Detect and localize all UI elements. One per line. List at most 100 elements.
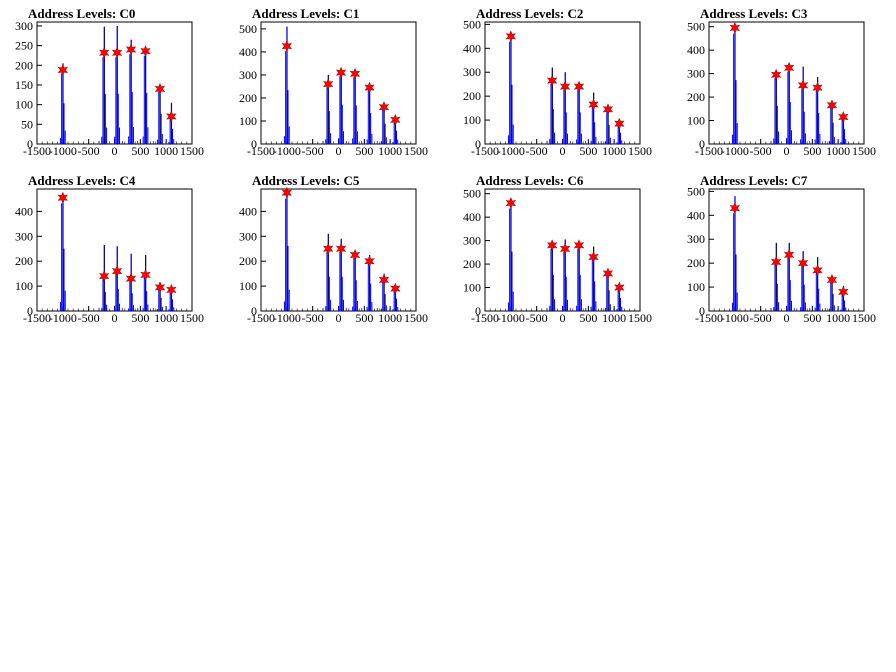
y-tick-label: 300 (463, 234, 481, 248)
y-tick-label: 200 (239, 91, 257, 105)
x-tick-label: 500 (579, 311, 597, 325)
star-marker-icon (838, 110, 849, 124)
star-marker-icon (166, 283, 177, 296)
y-tick-label: 0 (475, 304, 481, 318)
x-tick-label: 1500 (628, 311, 652, 325)
y-tick-label: 0 (699, 137, 705, 151)
y-tick-label: 0 (27, 137, 33, 151)
star-marker-icon (125, 272, 137, 285)
x-tick-label: 500 (803, 311, 821, 325)
x-tick-label: 500 (355, 144, 373, 158)
chart-title: Address Levels: C1 (252, 6, 359, 21)
star-marker-icon (390, 282, 401, 295)
star-marker-icon (770, 68, 782, 81)
y-tick-label: 200 (15, 58, 33, 72)
y-tick-label: 200 (687, 90, 705, 104)
x-tick-label: 1000 (154, 311, 178, 325)
y-tick-label: 500 (239, 22, 257, 36)
star-marker-icon (783, 248, 795, 261)
y-tick-label: 200 (687, 256, 705, 270)
y-tick-label: 500 (687, 184, 705, 198)
star-marker-icon (838, 285, 849, 298)
x-tick-label: 500 (131, 311, 149, 325)
y-tick-label: 100 (463, 113, 481, 127)
y-tick-label: 500 (687, 20, 705, 34)
y-tick-label: 400 (687, 208, 705, 222)
chart-title: Address Levels: C7 (700, 173, 808, 188)
star-marker-icon (166, 110, 177, 123)
x-tick-label: 1000 (154, 144, 178, 158)
star-marker-icon (98, 270, 110, 283)
star-marker-icon (57, 191, 69, 204)
x-tick-label: 0 (336, 311, 342, 325)
star-marker-icon (797, 79, 809, 92)
x-tick-label: -1500 (247, 311, 275, 325)
star-marker-icon (154, 281, 166, 294)
y-tick-label: 100 (15, 98, 33, 112)
star-marker-icon (546, 74, 558, 87)
x-tick-label: 500 (803, 144, 821, 158)
x-tick-label: 1000 (602, 311, 626, 325)
x-tick-label: -500 (78, 311, 100, 325)
y-tick-label: 100 (463, 281, 481, 295)
x-tick-label: 1000 (602, 144, 626, 158)
x-tick-label: 0 (560, 311, 566, 325)
star-marker-icon (729, 202, 741, 215)
star-marker-icon (98, 46, 110, 59)
star-marker-icon (111, 265, 123, 278)
star-marker-icon (57, 63, 69, 77)
histogram-panel: Address Levels: C7-1500-1000 -500 0 500 1000… (687, 173, 876, 325)
x-tick-label: -1500 (695, 311, 723, 325)
star-marker-icon (588, 98, 599, 111)
histogram-panel-grid: Address Levels: C0-1500-1000 -500 0 500 1000… (15, 6, 876, 325)
x-tick-label: 1500 (180, 144, 204, 158)
star-marker-icon (559, 80, 571, 93)
y-tick-label: 300 (239, 68, 257, 82)
x-tick-label: 0 (784, 144, 790, 158)
x-tick-label: -500 (78, 144, 100, 158)
y-tick-label: 0 (699, 304, 705, 318)
star-marker-icon (783, 61, 795, 74)
y-tick-label: 300 (15, 19, 33, 33)
x-tick-label: -1000 (497, 311, 525, 325)
y-tick-label: 500 (463, 187, 481, 201)
x-tick-label: 1500 (628, 144, 652, 158)
star-marker-icon (349, 248, 361, 262)
y-tick-label: 200 (463, 257, 481, 271)
x-tick-label: 0 (784, 311, 790, 325)
histogram-panel: Address Levels: C0-1500-1000 -500 0 500 1000… (15, 6, 204, 158)
star-marker-icon (335, 242, 347, 255)
x-tick-label: -1500 (471, 311, 499, 325)
x-tick-label: -1000 (49, 144, 77, 158)
histogram-panel: Address Levels: C1-1500-1000 -500 0 500 1000… (239, 6, 428, 158)
y-tick-label: 50 (21, 117, 33, 131)
star-marker-icon (812, 264, 823, 277)
star-marker-icon (125, 43, 137, 56)
x-tick-label: -1000 (497, 144, 525, 158)
y-tick-label: 400 (239, 45, 257, 59)
x-tick-label: -500 (302, 311, 324, 325)
star-marker-icon (281, 186, 293, 199)
star-marker-icon (390, 113, 401, 126)
y-tick-label: 400 (463, 41, 481, 55)
star-marker-icon (322, 78, 334, 91)
y-tick-label: 100 (15, 279, 33, 293)
star-marker-icon (111, 46, 123, 59)
star-marker-icon (281, 40, 293, 53)
x-tick-label: 1500 (404, 311, 428, 325)
histogram-panel: Address Levels: C5-1500-1000 -500 0 500 1000… (239, 173, 428, 325)
x-tick-label: -1500 (23, 144, 51, 158)
x-tick-label: 1500 (180, 311, 204, 325)
y-tick-label: 200 (239, 254, 257, 268)
star-marker-icon (573, 80, 585, 93)
y-tick-label: 150 (15, 78, 33, 92)
star-marker-icon (140, 268, 151, 281)
histogram-panel: Address Levels: C6-1500-1000 -500 0 500 1000… (463, 173, 652, 325)
x-tick-label: -500 (526, 311, 548, 325)
x-tick-label: 500 (579, 144, 597, 158)
x-tick-label: -1000 (273, 311, 301, 325)
x-tick-label: -1000 (721, 311, 749, 325)
x-tick-label: 1000 (378, 311, 402, 325)
star-marker-icon (614, 281, 625, 294)
x-tick-label: 500 (355, 311, 373, 325)
